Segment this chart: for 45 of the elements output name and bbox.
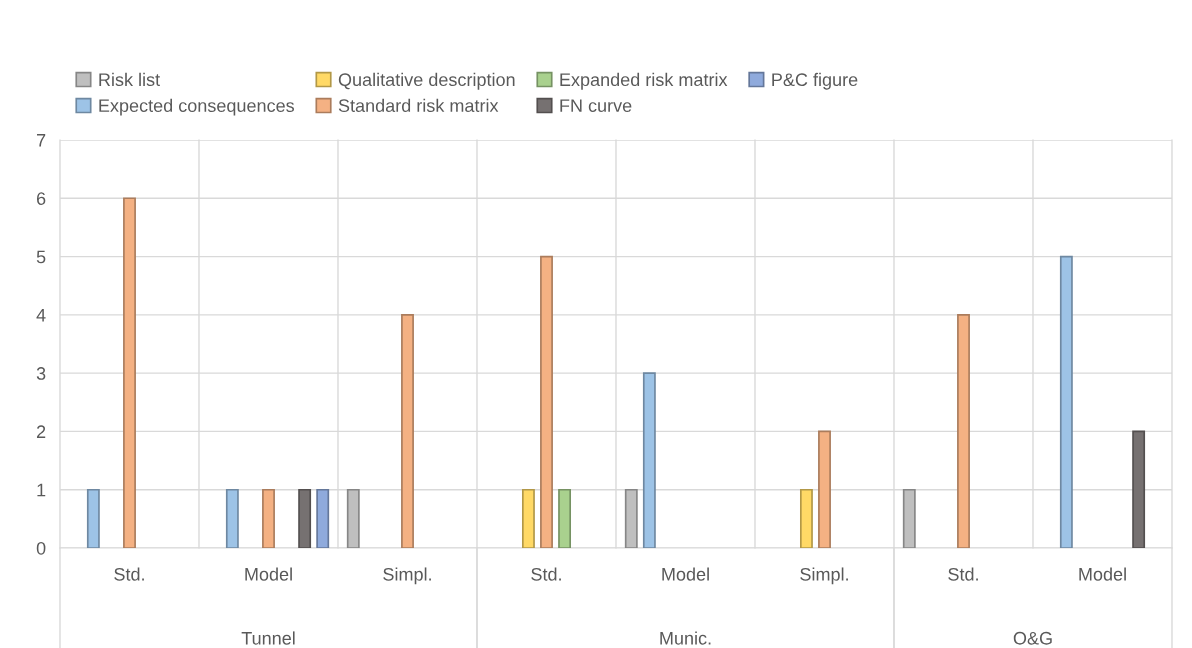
bar xyxy=(225,488,239,548)
y-tick-label: 6 xyxy=(36,192,46,206)
y-tick-label: 3 xyxy=(36,367,46,380)
bar xyxy=(401,314,414,548)
bar xyxy=(298,488,312,548)
bar xyxy=(316,488,330,548)
bar xyxy=(540,255,553,548)
legend-label: Qualitative description xyxy=(338,72,515,90)
x-tick-label: Std. xyxy=(531,567,561,581)
y-tick-label: 2 xyxy=(36,425,46,438)
legend-label: Expected consequences xyxy=(99,98,295,116)
y-tick-label: 0 xyxy=(36,541,46,555)
legend-label: FN curve xyxy=(560,99,632,113)
x-tick-label: Simpl. xyxy=(383,567,431,585)
bar xyxy=(818,430,831,548)
bar xyxy=(957,314,970,548)
y-tick-label: 4 xyxy=(36,308,46,322)
y-tick-label: 1 xyxy=(37,483,46,497)
bar xyxy=(799,488,813,548)
bar xyxy=(521,488,535,548)
bar xyxy=(262,488,275,548)
bar xyxy=(1132,430,1146,548)
legend-label: Risk list xyxy=(99,72,160,87)
legend-label: Standard risk matrix xyxy=(338,98,499,113)
text: O&G xyxy=(1013,631,1052,645)
x-tick-label: Model xyxy=(662,567,709,581)
bar xyxy=(123,197,136,548)
bar xyxy=(642,372,656,548)
text: Munic. xyxy=(660,631,711,645)
bar xyxy=(86,488,100,548)
x-tick-label: Std. xyxy=(948,567,978,581)
y-tick-label: 5 xyxy=(36,250,46,264)
x-tick-label: Simpl. xyxy=(800,567,848,585)
x-tick-label: Model xyxy=(245,567,292,581)
x-tick-label: Std. xyxy=(114,567,144,581)
x-tick-label: Model xyxy=(1079,567,1126,581)
text: Tunnel xyxy=(241,631,295,645)
y-tick-label: 7 xyxy=(37,134,46,147)
bar xyxy=(1059,255,1073,548)
legend-label: P&C figure xyxy=(772,72,858,90)
bar xyxy=(624,488,638,548)
bar xyxy=(902,488,916,548)
bar xyxy=(346,488,360,548)
bar xyxy=(558,488,572,548)
legend-label: Expanded risk matrix xyxy=(560,72,728,90)
